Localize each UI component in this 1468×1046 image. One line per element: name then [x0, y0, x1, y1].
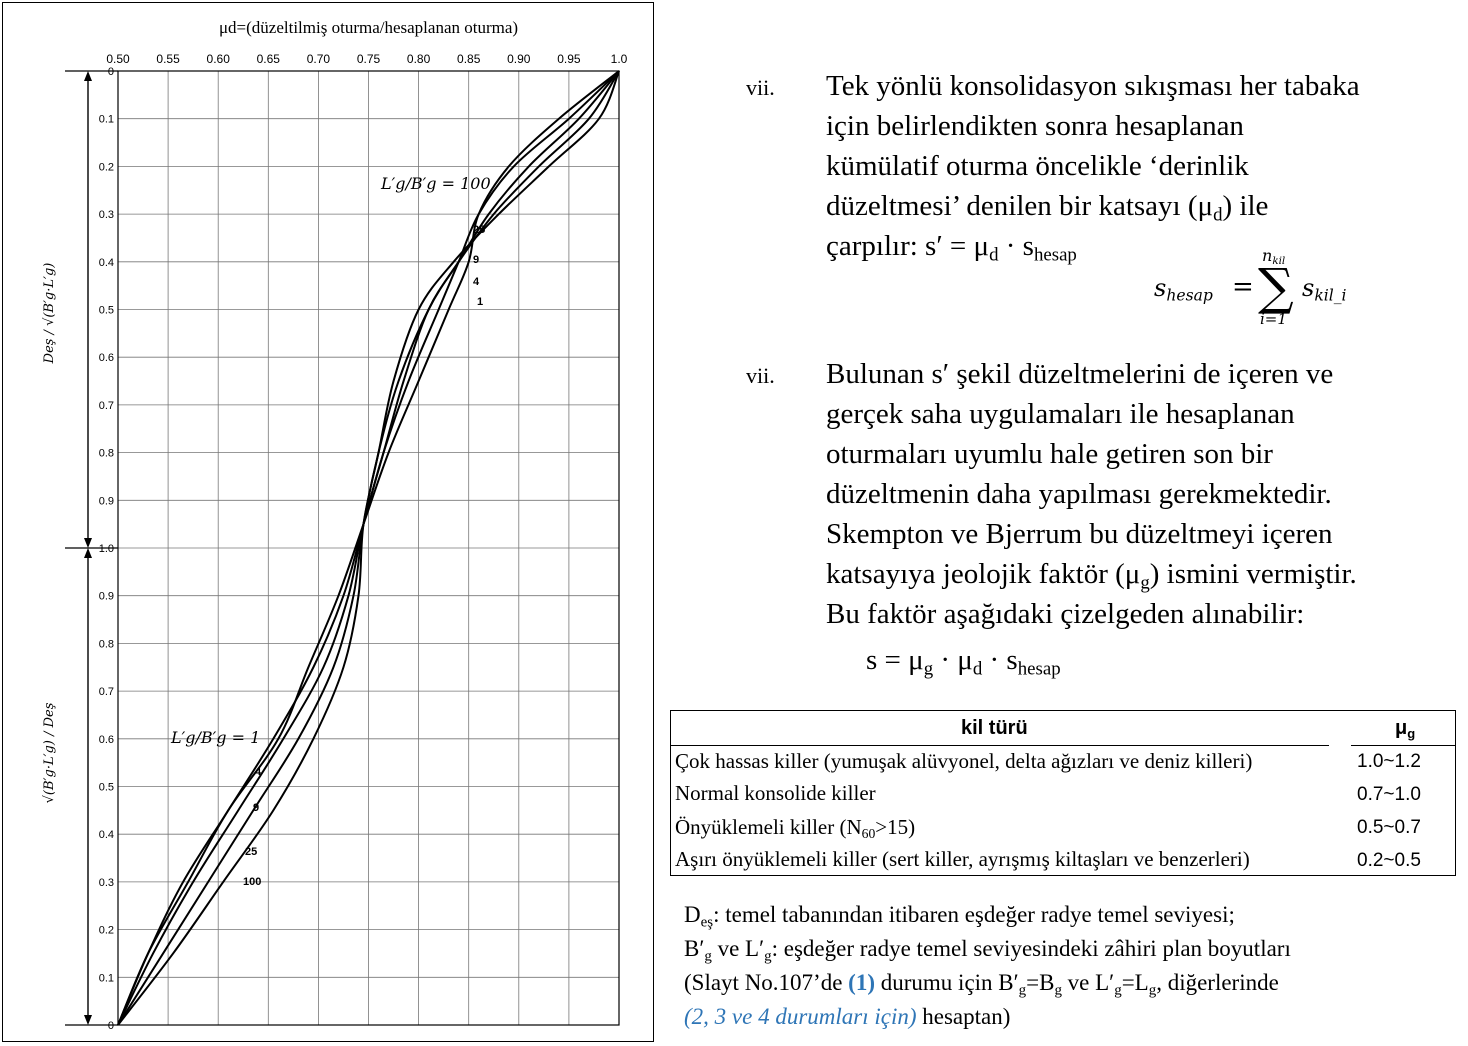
paragraph-body: Bulunan s′ şekil düzeltmelerini de içere…	[826, 354, 1446, 634]
x-tick-label: 0.75	[357, 52, 381, 66]
curve-label: 1	[477, 296, 483, 308]
text-line: kümülatif oturma öncelikle ‘derinlik	[826, 150, 1249, 182]
table-row-label: Önyüklemeli killer (N60>15)	[675, 815, 916, 842]
y-tick-label: 0.8	[99, 448, 114, 460]
table-row-label: Aşırı önyüklemeli killer (sert killer, a…	[675, 847, 1250, 871]
y-tick-label: 0.4	[99, 829, 114, 841]
arrow-head	[84, 71, 92, 81]
table-row-value: 0.5~0.7	[1357, 817, 1421, 838]
y-tick-label: 0.1	[99, 114, 114, 126]
curve-label: 25	[245, 846, 257, 858]
sigma-symbol: ∑	[1258, 258, 1294, 316]
text-line: için belirlendikten sonra hesaplanan	[826, 110, 1244, 142]
table-row-label: Çok hassas killer (yumuşak alüvyonel, de…	[675, 749, 1253, 773]
y-tick-label: 0.7	[99, 686, 114, 698]
text-line: düzeltmesi’ denilen bir katsayı (μd) ile	[826, 190, 1269, 226]
header-rule	[1351, 745, 1455, 746]
y-tick-label: 0.5	[99, 305, 114, 317]
text-line: Bulunan s′ şekil düzeltmelerini de içere…	[826, 358, 1334, 390]
x-tick-label: 0.95	[557, 52, 581, 66]
lower-axis-label: √(B′g·L′g) / Deş	[42, 702, 57, 803]
text-line: gerçek saha uygulamaları ile hesaplanan	[826, 398, 1295, 430]
upper-axis-label: Deş / √(B′g·L′g)	[42, 263, 57, 365]
x-tick-label: 0.60	[207, 52, 231, 66]
note-line: B′g ve L′g: eşdeğer radye temel seviyesi…	[684, 936, 1291, 965]
note-line: (2, 3 ve 4 durumları için) hesaptan)	[684, 1004, 1011, 1029]
text-line: çarpılır: s′ = μd · shesap	[826, 230, 1077, 266]
y-tick-label: 0.4	[99, 257, 114, 269]
x-tick-label: 0.55	[156, 52, 180, 66]
arrow-head	[84, 548, 92, 558]
x-tick-label: 1.0	[611, 52, 628, 66]
y-tick-label: 0.7	[99, 400, 114, 412]
table-row-value: 1.0~1.2	[1357, 751, 1421, 772]
text-line: oturmaları uyumlu hale getiren son bir	[826, 438, 1273, 470]
case-1-reference: (1)	[848, 970, 875, 995]
y-tick-label: 0.6	[99, 352, 114, 364]
final-formula: s = μg · μd · shesap	[866, 644, 1061, 680]
x-tick-label: 0.65	[257, 52, 281, 66]
curve-label: 100	[243, 876, 261, 888]
y-tick-label: 0.9	[99, 591, 114, 603]
chart-svg: 0.50 0.55 0.60 0.65 0.70 0.75 0.80 0.85 0.90 0.95…	[42, 18, 628, 1032]
x-tick-label: 0.90	[507, 52, 531, 66]
text-line: Skempton ve Bjerrum bu düzeltmeyi içeren	[826, 518, 1333, 550]
column-header-clay-type: kil türü	[961, 717, 1028, 739]
x-tick-label: 0.85	[457, 52, 481, 66]
sum-formula: shesap = ∑ nkil i=1 skil_i	[1154, 246, 1347, 328]
arrow-head	[84, 1015, 92, 1025]
y-tick-label: 0.9	[99, 495, 114, 507]
y-tick-label: 0.2	[99, 925, 114, 937]
text-line: Bu faktör aşağıdaki çizelgeden alınabili…	[826, 598, 1305, 630]
x-tick-label: 0.70	[307, 52, 331, 66]
curve-label: 9	[473, 254, 479, 266]
table-row-value: 0.7~1.0	[1357, 784, 1421, 805]
notation-notes: Deş: temel tabanından itibaren eşdeğer r…	[684, 898, 1291, 1034]
text-line: düzeltmenin daha yapılması gerekmektedir…	[826, 478, 1332, 510]
note-line: Deş: temel tabanından itibaren eşdeğer r…	[684, 902, 1235, 931]
y-tick-label: 0.1	[99, 972, 114, 984]
y-tick-label: 0.3	[99, 877, 114, 889]
curve-label: 9	[253, 802, 259, 814]
y-tick-label: 1.0	[99, 543, 114, 555]
y-tick-label: 0.5	[99, 782, 114, 794]
table-row-value: 0.2~0.5	[1357, 850, 1421, 871]
y-tick-label: 0.6	[99, 734, 114, 746]
header-rule	[671, 745, 1329, 746]
x-tick-label: 0.80	[407, 52, 431, 66]
y-tick-label: 0.3	[99, 209, 114, 221]
arrow-head	[84, 538, 92, 548]
y-tick-label: 0	[108, 66, 114, 78]
table-row-label: Normal konsolide killer	[675, 781, 876, 805]
x-tick-label: 0.50	[106, 52, 130, 66]
paragraph-body: Tek yönlü konsolidasyon sıkışması her ta…	[826, 66, 1446, 266]
item-number: vii.	[746, 363, 775, 388]
nomogram-chart: 0.50 0.55 0.60 0.65 0.70 0.75 0.80 0.85 0.90 0.95…	[2, 2, 654, 1042]
curve-label: 4	[255, 766, 262, 778]
note-line: (Slayt No.107’de (1) durumu için B′g=Bg …	[684, 970, 1279, 999]
y-tick-label: 0	[108, 1020, 114, 1032]
geologic-factor-table: kil türü μg Çok hassas killer (yumuşak a…	[670, 710, 1456, 876]
item-number: vii.	[746, 75, 775, 100]
curve-label: 4	[473, 276, 480, 288]
y-tick-label: 0.2	[99, 161, 114, 173]
other-cases-reference: (2, 3 ve 4 durumları için)	[684, 1004, 917, 1029]
column-header-mu-g: μg	[1395, 717, 1416, 741]
chart-title: μd=(düzeltilmiş oturma/hesaplanan oturma…	[219, 18, 518, 37]
y-tick-label: 0.8	[99, 638, 114, 650]
text-line: katsayıya jeolojik faktör (μg) ismini ve…	[826, 558, 1357, 594]
curve-label: 25	[473, 224, 485, 236]
text-line: Tek yönlü konsolidasyon sıkışması her ta…	[826, 70, 1360, 102]
lower-ratio-label: L′g/B′g = 1	[170, 728, 260, 747]
upper-ratio-label: L′g/B′g = 100	[380, 174, 491, 193]
series-curve-100	[117, 70, 620, 1026]
